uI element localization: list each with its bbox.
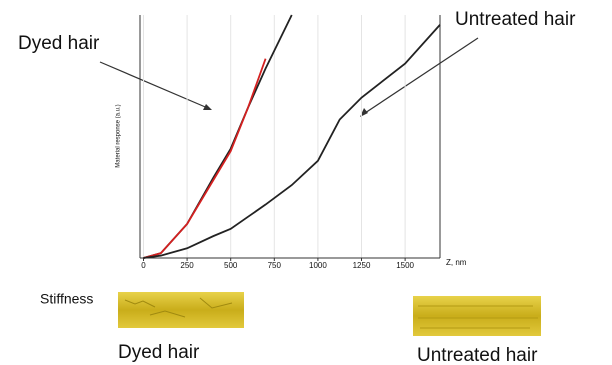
panel-label: Stiffness [40, 291, 93, 307]
x-axis-label: Z, nm [446, 258, 467, 267]
y-axis-label: Material response (a.u.) [116, 104, 122, 167]
x-tick-label: 0 [141, 261, 146, 270]
x-tick-label: 1000 [309, 261, 327, 270]
stiffness-image [118, 292, 244, 328]
image-caption: Untreated hair [417, 345, 538, 365]
series-line [143, 15, 291, 258]
x-tick-label: 750 [268, 261, 282, 270]
x-tick-label: 500 [224, 261, 238, 270]
x-tick-label: 1250 [353, 261, 371, 270]
annotation: Untreated hair [455, 9, 576, 30]
image-caption: Dyed hair [118, 342, 200, 363]
stiffness-image [413, 296, 541, 336]
x-tick-label: 1500 [396, 261, 414, 270]
annotation: Dyed hair [18, 33, 100, 54]
arrow [100, 62, 210, 109]
page: Material response (a.u.) Z, nm Dyed hair… [0, 0, 612, 365]
x-tick-label: 250 [180, 261, 194, 270]
arrow [362, 38, 478, 115]
